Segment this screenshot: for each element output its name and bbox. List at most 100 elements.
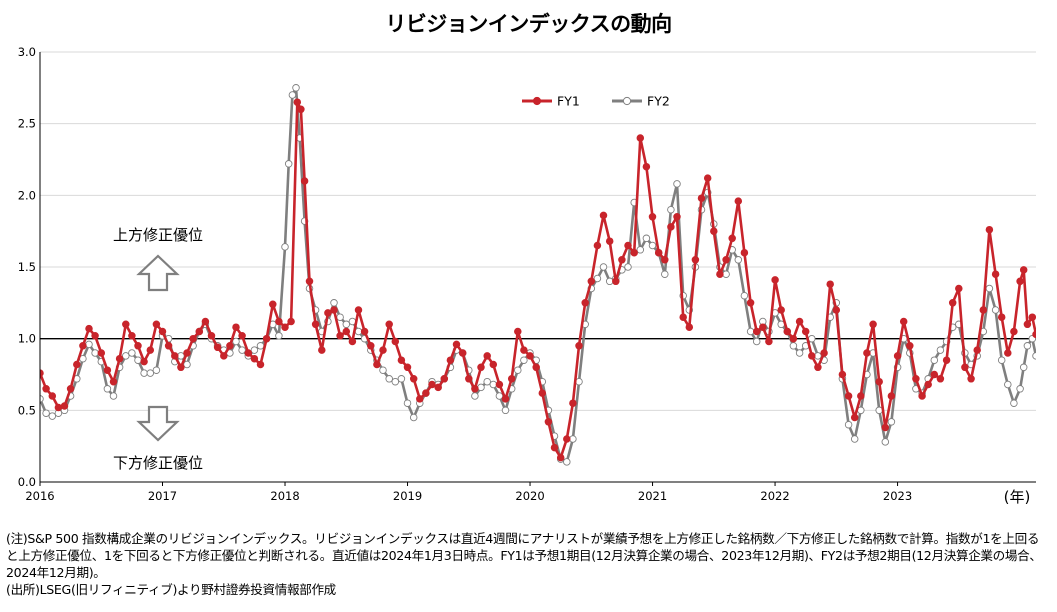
data-point-fy1	[673, 213, 681, 221]
data-point-fy1	[91, 332, 99, 340]
data-point-fy1	[863, 349, 871, 357]
y-axis: 0.0 0.5 1.0 1.5 2.0 2.5 3.0	[18, 45, 36, 489]
data-point-fy1	[342, 327, 351, 336]
data-point-fy1	[550, 443, 559, 452]
data-point-fy1	[685, 323, 694, 331]
data-point-fy1	[1023, 320, 1032, 329]
data-point-fy2	[281, 243, 289, 251]
data-point-fy1	[906, 342, 914, 350]
data-point-fy2	[471, 392, 479, 400]
data-point-fy1	[171, 352, 179, 360]
data-point-fy1	[305, 277, 314, 286]
data-point-fy2	[501, 406, 510, 415]
data-point-fy1	[728, 234, 736, 243]
data-point-fy1	[985, 225, 994, 234]
data-point-fy1	[348, 337, 357, 346]
data-point-fy2	[991, 306, 1000, 314]
data-point-fy1	[618, 256, 626, 264]
data-point-fy1	[220, 352, 228, 360]
data-point-fy1	[930, 370, 939, 379]
data-point-fy1	[213, 343, 222, 352]
data-point-fy1	[961, 363, 969, 372]
data-point-fy1	[158, 327, 167, 336]
data-point-fy1	[808, 352, 816, 360]
data-point-fy1	[887, 392, 896, 400]
data-point-fy1	[832, 306, 841, 314]
data-point-fy1	[293, 98, 302, 106]
data-point-fy1	[477, 363, 485, 372]
data-point-fy2	[734, 256, 743, 264]
y-tick-label: 1.0	[18, 332, 36, 346]
data-point-fy1	[397, 356, 406, 364]
data-point-fy1	[109, 377, 118, 386]
data-point-fy1	[1010, 327, 1018, 336]
data-point-fy1	[458, 349, 467, 357]
data-point-fy1	[826, 280, 834, 288]
line-chart: 0.00.51.01.52.02.53.0 2016 2017 2018 2019 20…	[18, 45, 1036, 506]
data-point-fy2	[177, 352, 185, 360]
data-point-fy1	[636, 134, 645, 142]
data-point-fy1	[942, 356, 951, 364]
data-point-fy1	[593, 241, 602, 250]
data-point-fy1	[795, 317, 804, 326]
legend-label-fy2: FY2	[647, 94, 670, 109]
data-point-fy2	[477, 383, 485, 392]
data-point-fy1	[226, 342, 234, 350]
data-point-fy1	[440, 375, 449, 383]
data-point-fy2	[342, 320, 351, 329]
data-point-fy1	[311, 320, 320, 329]
data-point-fy2	[232, 337, 240, 346]
up-arrow-icon	[136, 254, 180, 292]
data-point-fy1	[691, 256, 700, 264]
x-unit-label: (年)	[1004, 488, 1031, 506]
data-point-fy1	[244, 349, 253, 357]
y-tick-label: 1.5	[18, 260, 36, 274]
data-point-fy2	[152, 366, 161, 374]
data-point-fy2	[495, 392, 504, 400]
data-point-fy1	[324, 309, 332, 317]
data-point-fy2	[109, 392, 118, 400]
data-point-fy2	[795, 349, 804, 357]
data-point-fy1	[936, 375, 945, 383]
data-point-fy2	[1010, 399, 1018, 407]
x-tick-label: 2022	[760, 489, 789, 503]
data-point-fy1	[789, 334, 798, 343]
data-point-fy1	[495, 380, 504, 389]
data-point-fy2	[746, 327, 755, 336]
data-point-fy1	[60, 402, 69, 410]
data-point-fy1	[318, 346, 326, 354]
data-point-fy1	[103, 366, 112, 374]
data-point-fy2	[997, 356, 1006, 364]
data-point-fy1	[1032, 330, 1036, 339]
series-group	[40, 84, 1036, 466]
data-point-fy1	[428, 380, 436, 389]
y-tick-label: 2.5	[18, 117, 36, 131]
data-point-fy1	[605, 237, 614, 245]
data-point-fy1	[1019, 266, 1028, 274]
data-point-fy1	[973, 346, 981, 354]
data-point-fy2	[91, 349, 99, 357]
data-point-fy2	[661, 270, 669, 278]
data-point-fy1	[1016, 277, 1024, 286]
chart-title: リビジョンインデックスの動向	[385, 12, 672, 36]
data-point-fy2	[881, 438, 890, 446]
data-point-fy1	[850, 413, 859, 422]
source-text: (出所)LSEG(旧リフィニティブ)より野村證券投資情報部作成	[6, 582, 336, 597]
data-point-fy2	[844, 420, 853, 429]
data-point-fy2	[284, 160, 293, 168]
data-point-fy1	[777, 306, 785, 314]
data-point-fy1	[844, 392, 853, 400]
data-point-fy1	[544, 418, 553, 426]
data-point-fy2	[397, 375, 406, 383]
data-point-fy1	[164, 342, 173, 350]
data-point-fy1	[569, 399, 577, 407]
data-point-fy1	[250, 354, 259, 363]
y-tick-label: 2.0	[18, 188, 36, 202]
y-tick-label: 0.0	[18, 475, 36, 489]
data-point-fy2	[256, 342, 265, 350]
legend-item-fy2: FY2	[612, 94, 670, 109]
data-point-fy2	[850, 435, 859, 443]
data-point-fy1	[128, 332, 136, 340]
data-point-fy1	[238, 332, 246, 340]
data-point-fy1	[814, 363, 822, 372]
